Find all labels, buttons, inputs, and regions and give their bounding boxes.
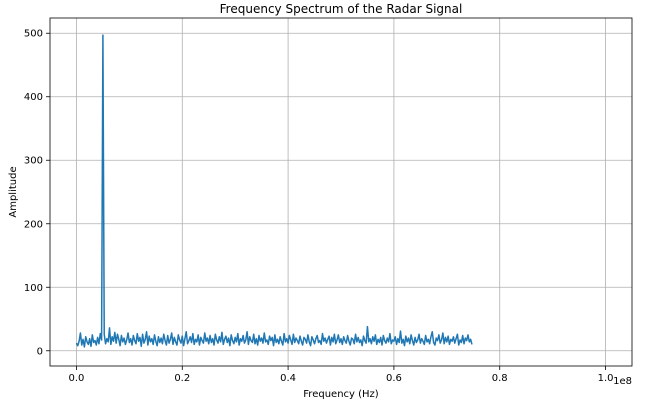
x-axis-label: Frequency (Hz) [303,389,379,400]
y-tick-label: 500 [24,29,43,40]
y-tick-label: 100 [24,283,43,294]
x-axis-offset-text: 1e8 [613,376,632,387]
chart-title: Frequency Spectrum of the Radar Signal [220,2,463,16]
x-tick-label: 1.0 [598,373,614,384]
x-tick-label: 0.4 [280,373,296,384]
ticks-layer: 0.0 0.2 0.4 0.6 0.8 1.0 0 100 200 300 400 500 [24,29,614,384]
grid-layer [50,18,632,366]
x-tick-label: 0.0 [69,373,85,384]
x-tick-label: 0.2 [174,373,190,384]
y-tick-label: 300 [24,156,43,167]
y-tick-label: 0 [37,346,43,357]
y-tick-label: 400 [24,92,43,103]
plot-area-frame [49,17,633,367]
y-tick-label: 200 [24,219,43,230]
series-line-spectrum [75,34,473,348]
x-tick-label: 0.6 [386,373,402,384]
y-axis-label: Amplitude [8,166,19,217]
x-tick-label: 0.8 [492,373,508,384]
